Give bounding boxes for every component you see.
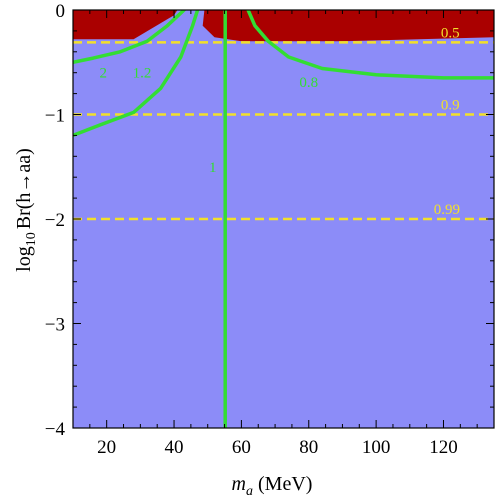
y-axis-title: log10 Br(h→aa)	[13, 148, 39, 272]
yellow-line-label: 0.9	[441, 98, 460, 114]
x-tick-label: 60	[232, 437, 251, 458]
x-tick-label: 80	[299, 437, 318, 458]
green-contour-label: 0.8	[299, 75, 318, 91]
x-tick-label: 20	[97, 437, 116, 458]
green-contour-line	[73, 10, 200, 138]
green-contour-line	[73, 10, 186, 65]
x-tick-label: 40	[165, 437, 184, 458]
x-axis-title-main: m	[232, 473, 246, 495]
y-axis-title-log: log	[13, 246, 35, 272]
y-tick-label: −2	[45, 210, 65, 231]
green-contour-label: 1	[209, 160, 217, 176]
y-axis-title-base: 10	[24, 232, 39, 246]
plot-content	[73, 10, 494, 428]
y-tick-label: −4	[45, 419, 66, 440]
yellow-line-label: 0.99	[434, 202, 460, 218]
x-axis-title: ma (MeV)	[232, 473, 313, 497]
y-axis-ticks: 0 −1 −2 −3 −4	[45, 1, 494, 440]
y-tick-label: −1	[45, 106, 65, 127]
x-axis-ticks: 20 40 60 80 100 120	[72, 10, 478, 458]
excluded-region-right	[202, 10, 494, 42]
y-tick-label: −3	[45, 315, 65, 336]
x-tick-label: 120	[429, 437, 458, 458]
y-axis-title-quantity: Br(h→aa)	[13, 148, 35, 229]
green-contour-label: 2	[100, 66, 108, 82]
excluded-region-left	[73, 10, 178, 40]
y-tick-label: 0	[56, 1, 66, 22]
green-contour-label: 1.2	[133, 66, 152, 82]
x-axis-title-sub: a	[246, 484, 253, 497]
x-axis-title-unit: (MeV)	[253, 473, 312, 495]
x-tick-label: 100	[362, 437, 391, 458]
yellow-line-label: 0.5	[441, 25, 460, 41]
plot-area: 2 1.2 1 0.8 0.5 0.9 0.99	[73, 10, 494, 428]
green-contour-line	[246, 10, 494, 80]
